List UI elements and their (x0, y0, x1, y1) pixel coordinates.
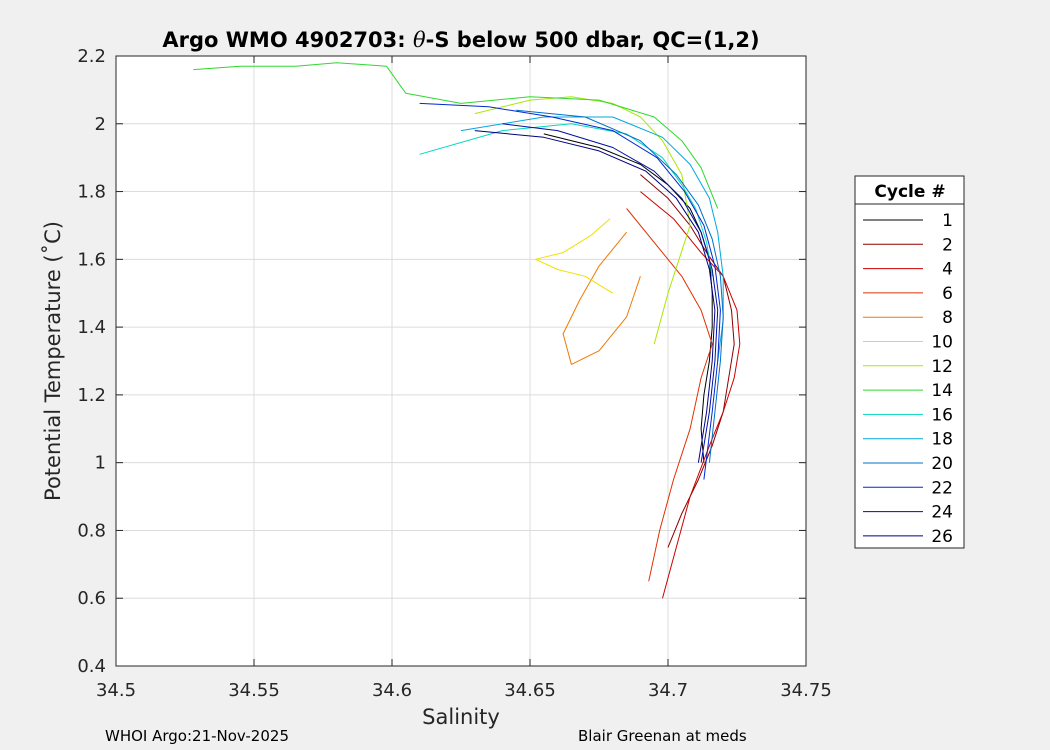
footer-date: WHOI Argo:21-Nov-2025 (105, 727, 289, 745)
legend-label-cycle-8: 8 (942, 308, 953, 328)
series-layer (193, 62, 741, 599)
legend-label-cycle-16: 16 (931, 405, 953, 425)
legend-label-cycle-6: 6 (942, 284, 953, 304)
y-tick-label: 1.2 (77, 385, 106, 406)
legend-box (854, 175, 965, 549)
x-tick-label: 34.6 (372, 680, 412, 701)
legend-label-cycle-1: 1 (942, 211, 953, 231)
y-tick-label: 1.6 (77, 249, 106, 270)
series-line-cycle-8 (562, 231, 641, 365)
y-tick-label: 1 (95, 453, 106, 474)
series-line-cycle-6 (626, 208, 713, 582)
chart-title: Argo WMO 4902703: θ-S below 500 dbar, QC… (162, 28, 759, 52)
legend-label-cycle-24: 24 (931, 503, 953, 523)
legend-label-cycle-14: 14 (931, 381, 953, 401)
footer-credit: Blair Greenan at meds (578, 727, 747, 745)
plot-frame (115, 55, 807, 667)
ticks: 34.5 34.55 34.6 34.65 34.7 34.75 0.4 0.6 0.8 1 1.2… (77, 46, 831, 701)
y-tick-label: 1.4 (77, 317, 106, 338)
x-axis-label: Salinity (422, 705, 500, 729)
x-tick-label: 34.7 (648, 680, 688, 701)
legend-label-cycle-18: 18 (931, 430, 953, 450)
x-tick-label: 34.65 (504, 680, 556, 701)
y-tick-label: 0.4 (77, 656, 106, 677)
series-line-cycle-26 (474, 130, 716, 463)
x-tick-label: 34.5 (96, 680, 136, 701)
x-tick-label: 34.55 (228, 680, 280, 701)
series-line-cycle-16 (419, 123, 713, 277)
grid (116, 56, 806, 666)
y-tick-label: 1.8 (77, 182, 106, 203)
series-line-cycle-10 (535, 218, 614, 294)
series-line-cycle-22 (419, 102, 721, 480)
series-line-cycle-24 (502, 123, 719, 463)
legend-label-cycle-4: 4 (942, 260, 953, 280)
legend-label-cycle-2: 2 (942, 235, 953, 255)
series-line-cycle-12 (474, 96, 691, 345)
plot-area (116, 56, 806, 666)
y-tick-label: 0.8 (77, 520, 106, 541)
series-line-cycle-14 (193, 62, 719, 209)
legend-label-cycle-12: 12 (931, 357, 953, 377)
y-tick-label: 2 (95, 114, 106, 135)
legend-label-cycle-26: 26 (931, 527, 953, 547)
y-tick-label: 2.2 (77, 46, 106, 67)
legend-title: Cycle # (874, 182, 945, 202)
y-axis-label: Potential Temperature (˚C) (41, 221, 65, 501)
x-tick-label: 34.75 (780, 680, 832, 701)
series-line-cycle-20 (516, 109, 724, 463)
legend-label-cycle-22: 22 (931, 478, 953, 498)
y-tick-label: 0.6 (77, 588, 106, 609)
series-line-cycle-18 (460, 116, 724, 362)
series-line-cycle-4 (640, 191, 741, 599)
legend-label-cycle-20: 20 (931, 454, 953, 474)
legend-label-cycle-10: 10 (931, 333, 953, 353)
